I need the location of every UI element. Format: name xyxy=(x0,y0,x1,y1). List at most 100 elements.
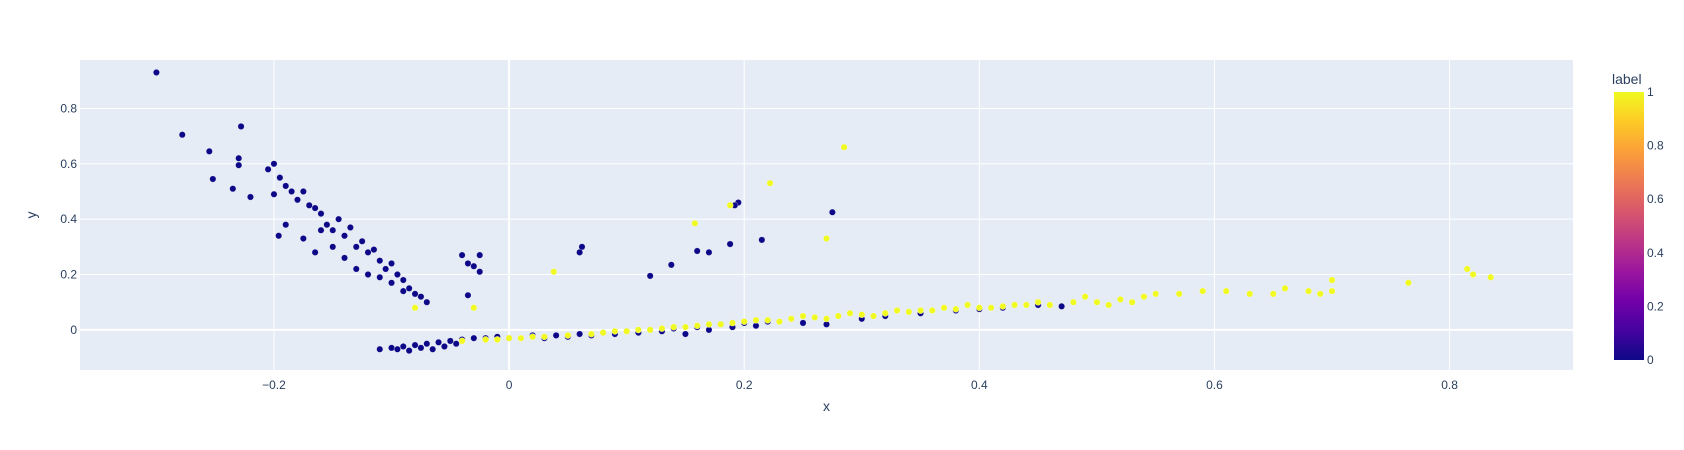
data-point xyxy=(1269,290,1277,298)
data-point xyxy=(1011,301,1018,309)
data-point xyxy=(370,246,378,253)
x-tick-label: −0.2 xyxy=(262,378,286,392)
data-point xyxy=(305,201,313,209)
data-point xyxy=(550,268,558,276)
data-point xyxy=(441,343,448,350)
data-point xyxy=(399,343,407,350)
colorbar-tick-label: 0.2 xyxy=(1647,299,1664,313)
data-point xyxy=(288,188,295,195)
data-point xyxy=(452,340,460,348)
data-point xyxy=(858,311,866,318)
data-point xyxy=(247,193,254,201)
data-point xyxy=(376,273,384,281)
data-point xyxy=(611,327,619,335)
data-point xyxy=(940,304,948,312)
data-point xyxy=(667,261,675,269)
data-point xyxy=(1463,265,1471,273)
data-point xyxy=(352,265,360,273)
data-point xyxy=(1140,293,1148,301)
y-tick-label: 0.8 xyxy=(60,101,77,115)
data-point xyxy=(311,249,319,256)
data-point xyxy=(717,320,725,328)
colorbar-tick-label: 0 xyxy=(1647,353,1654,367)
data-point xyxy=(1093,298,1101,306)
data-point xyxy=(693,322,701,330)
data-point xyxy=(423,298,431,306)
data-point xyxy=(999,302,1007,310)
data-point xyxy=(464,260,472,267)
data-point xyxy=(740,318,748,325)
data-point xyxy=(1305,287,1312,295)
data-point xyxy=(799,312,807,320)
data-point xyxy=(576,330,583,338)
data-point xyxy=(1034,298,1042,306)
x-axis-title: x xyxy=(823,398,830,414)
data-point xyxy=(1405,279,1412,287)
data-point xyxy=(394,345,401,353)
colorbar-tick-label: 0.6 xyxy=(1647,192,1664,206)
data-point xyxy=(417,293,425,301)
data-point xyxy=(823,315,830,323)
data-point xyxy=(300,188,307,195)
colorbar-title: label xyxy=(1612,71,1642,87)
data-point xyxy=(1222,287,1230,295)
data-point xyxy=(1105,301,1112,309)
data-point xyxy=(870,312,877,320)
data-point xyxy=(691,219,699,227)
data-point xyxy=(682,323,689,331)
data-point xyxy=(1469,271,1477,278)
colorbar-tick-label: 1 xyxy=(1647,85,1654,99)
data-point xyxy=(987,304,995,312)
data-point xyxy=(905,308,913,316)
data-point xyxy=(834,312,842,320)
data-point xyxy=(209,175,217,183)
data-point xyxy=(726,240,734,248)
data-point xyxy=(464,291,472,299)
data-point xyxy=(411,290,419,298)
data-point xyxy=(564,332,572,339)
data-point xyxy=(205,147,213,155)
data-point xyxy=(893,307,901,314)
data-point xyxy=(388,344,395,352)
data-point xyxy=(729,319,736,327)
data-point xyxy=(964,301,971,309)
data-point xyxy=(294,196,301,204)
data-point xyxy=(1199,287,1207,295)
data-point xyxy=(376,257,384,265)
data-point xyxy=(446,337,454,345)
data-point xyxy=(347,224,354,231)
data-point xyxy=(758,236,766,244)
data-point xyxy=(1175,290,1183,298)
data-point xyxy=(693,247,701,255)
data-point xyxy=(358,237,366,245)
data-point xyxy=(705,320,713,328)
data-point xyxy=(576,249,583,256)
data-point xyxy=(1328,276,1336,284)
data-point xyxy=(766,179,774,187)
gridlines xyxy=(80,60,1573,370)
data-point xyxy=(364,271,372,278)
data-point xyxy=(881,309,889,317)
data-point xyxy=(493,336,501,343)
data-point xyxy=(811,314,819,321)
data-point xyxy=(270,160,278,168)
data-point xyxy=(235,161,243,169)
data-point xyxy=(476,268,484,276)
data-point xyxy=(623,327,630,335)
data-point xyxy=(388,279,395,287)
data-point xyxy=(764,316,772,324)
data-point xyxy=(752,316,760,324)
data-point xyxy=(411,341,419,349)
data-point xyxy=(1070,298,1077,306)
data-point xyxy=(1128,298,1136,306)
data-point xyxy=(458,251,466,259)
data-point xyxy=(282,182,290,190)
data-point xyxy=(829,208,836,216)
data-point xyxy=(599,329,607,336)
data-point xyxy=(799,319,807,327)
data-point xyxy=(335,215,342,223)
data-point xyxy=(329,226,337,234)
data-point xyxy=(352,243,360,251)
data-point xyxy=(329,243,337,251)
